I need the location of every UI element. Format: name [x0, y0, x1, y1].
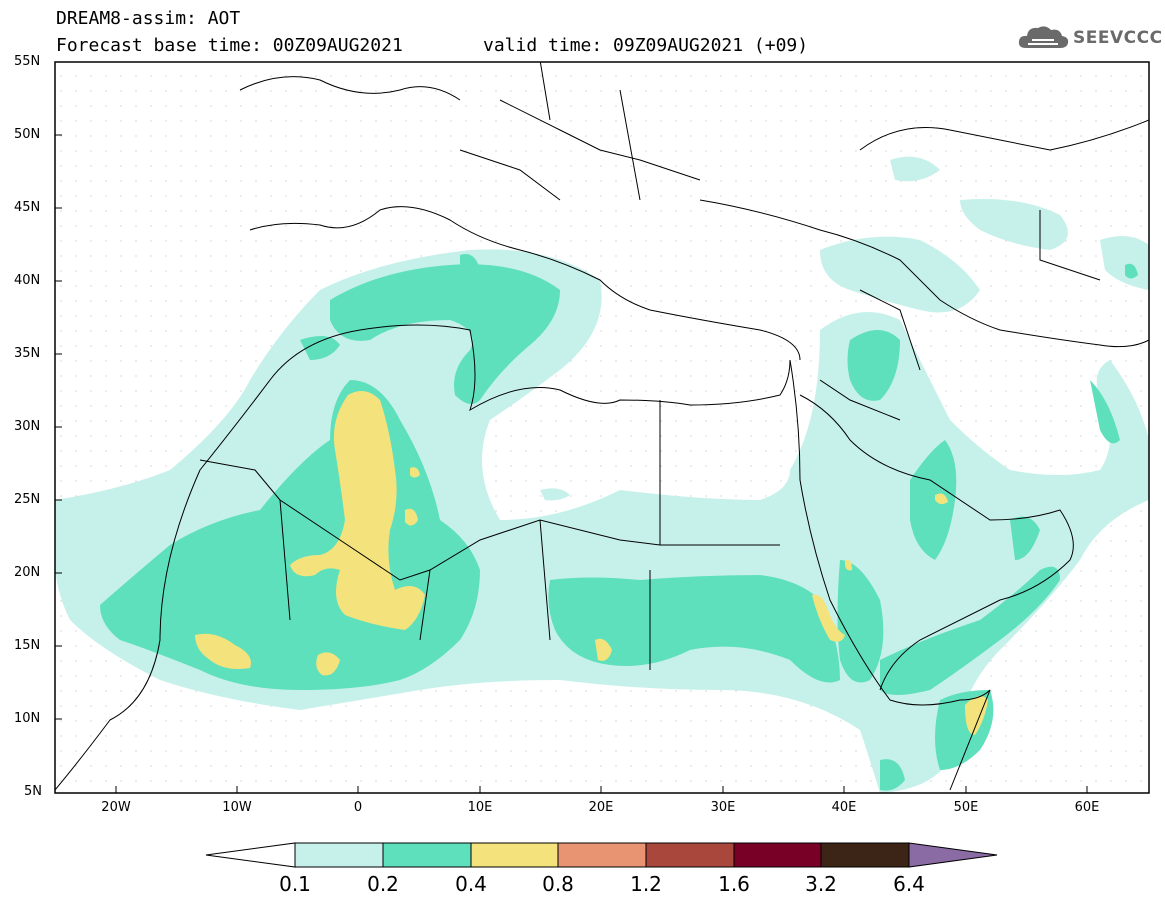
aot-field	[55, 156, 1149, 793]
lon-label: 60E	[1074, 800, 1100, 815]
map-title: DREAM8-assim: AOT	[56, 8, 241, 29]
lon-label: 0	[353, 800, 363, 815]
colorbar-label: 0.1	[279, 872, 311, 896]
lat-label: 55N	[14, 54, 41, 69]
lat-label: 20N	[14, 565, 41, 580]
colorbar-label: 3.2	[805, 872, 837, 896]
lon-label: 30E	[710, 800, 736, 815]
colorbar-segment	[820, 842, 910, 868]
colorbar-segment	[557, 842, 647, 868]
lon-label: 20W	[101, 800, 131, 815]
colorbar-segment	[645, 842, 735, 868]
forecast-base-time: Forecast base time: 00Z09AUG2021	[56, 35, 403, 56]
lon-label: 20E	[588, 800, 614, 815]
lat-label: 5N	[24, 784, 42, 799]
colorbar-label: 1.6	[718, 872, 750, 896]
seevccc-logo: SEEVCCC	[1073, 28, 1163, 48]
colorbar-segment	[294, 842, 384, 868]
lat-label: 25N	[14, 492, 41, 507]
colorbar-left-triangle	[205, 842, 296, 868]
colorbar-label: 0.2	[367, 872, 399, 896]
colorbar-label: 1.2	[630, 872, 662, 896]
lat-label: 30N	[14, 419, 41, 434]
colorbar-label: 6.4	[893, 872, 925, 896]
lon-label: 40E	[831, 800, 857, 815]
colorbar-segment	[382, 842, 472, 868]
aot-level-0.4	[195, 391, 988, 735]
colorbar-label: 0.8	[542, 872, 574, 896]
lon-label: 10W	[222, 800, 252, 815]
coastlines-borders	[55, 62, 1149, 791]
lat-label: 10N	[14, 711, 41, 726]
valid-time: valid time: 09Z09AUG2021 (+09)	[483, 35, 809, 56]
lat-label: 40N	[14, 273, 41, 288]
lon-label: 10E	[467, 800, 493, 815]
lat-label: 35N	[14, 346, 41, 361]
colorbar-segment	[733, 842, 822, 868]
lat-label: 50N	[14, 127, 41, 142]
cloud-logo-icon	[1018, 26, 1069, 48]
axis-ticks	[55, 134, 1088, 793]
colorbar-right-triangle	[908, 842, 998, 868]
lat-label: 15N	[14, 638, 41, 653]
colorbar-label: 0.4	[455, 872, 487, 896]
lat-label: 45N	[14, 200, 41, 215]
colorbar-segment	[470, 842, 559, 868]
colorbar	[205, 842, 998, 868]
lon-label: 50E	[953, 800, 979, 815]
